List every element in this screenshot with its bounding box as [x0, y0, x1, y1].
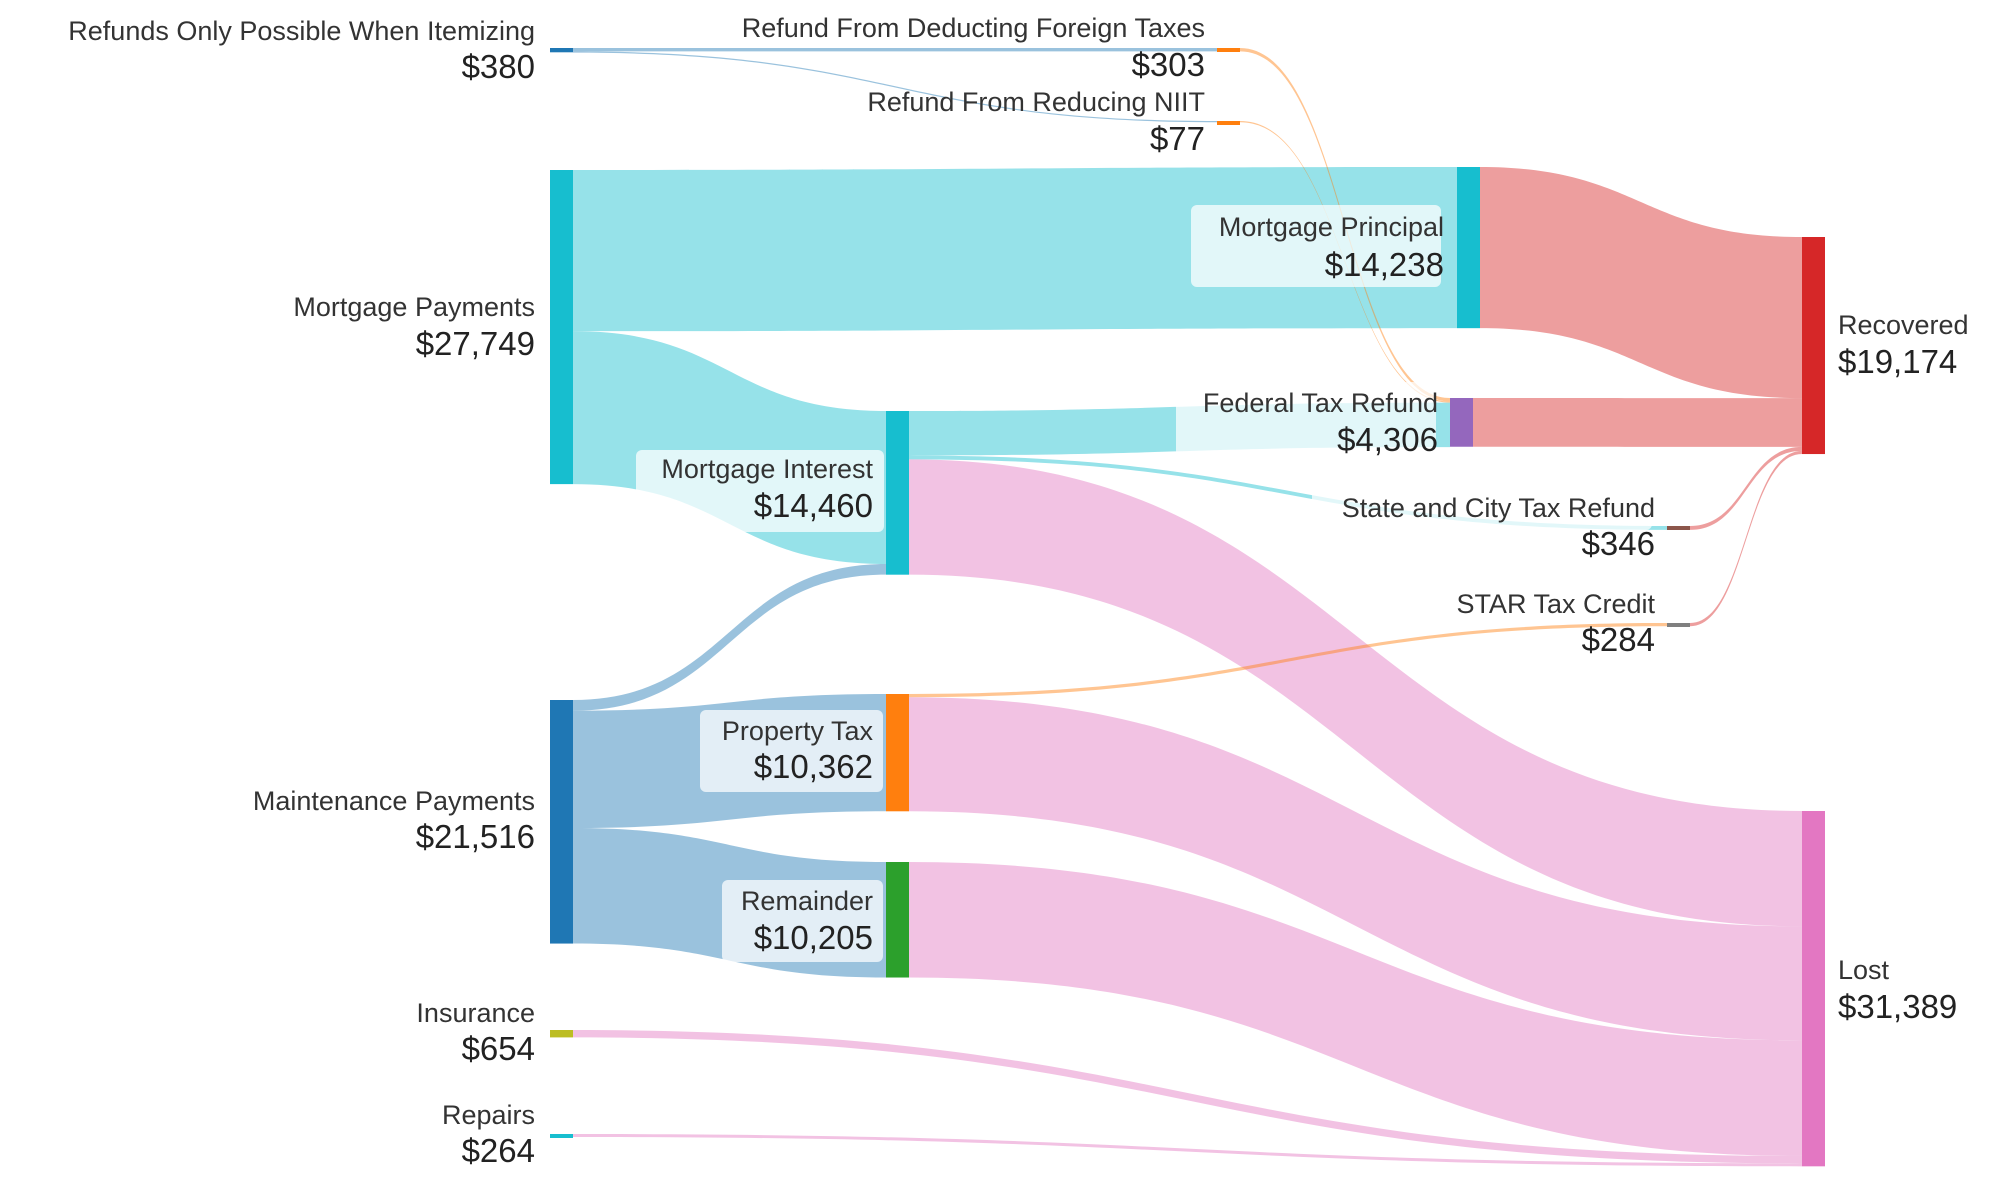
node-value: $303	[1132, 46, 1205, 83]
link-star_credit-to-recovered[interactable]	[1690, 450, 1802, 627]
link-insurance-to-lost[interactable]	[573, 1030, 1802, 1164]
label-background	[722, 880, 883, 962]
link-refunds_itemizing-to-refund_foreign[interactable]	[573, 48, 1217, 52]
node-value: $77	[1150, 120, 1205, 157]
node-name: Recovered	[1838, 310, 1969, 340]
link-repairs-to-lost[interactable]	[573, 1134, 1802, 1167]
labels-layer: Refunds Only Possible When Itemizing$380…	[68, 13, 1968, 1169]
node-value: $14,238	[1325, 246, 1444, 283]
node-mortgage-payments[interactable]	[550, 170, 573, 485]
node-name: Mortgage Principal	[1219, 212, 1444, 242]
node-value: $654	[462, 1030, 535, 1067]
node-refunds-itemizing[interactable]	[550, 48, 573, 53]
label-maintenance-payments: Maintenance Payments$21,516	[253, 786, 535, 855]
node-name: Lost	[1838, 955, 1890, 985]
node-value: $14,460	[754, 487, 873, 524]
label-refund-foreign: Refund From Deducting Foreign Taxes$303	[742, 13, 1205, 83]
node-value: $21,516	[416, 818, 535, 855]
label-background	[700, 710, 883, 792]
label-property-tax: Property Tax$10,362	[700, 710, 883, 792]
node-name: Refund From Deducting Foreign Taxes	[742, 13, 1205, 43]
label-background	[636, 450, 884, 532]
link-refunds_itemizing-to-refund_niit[interactable]	[573, 51, 1217, 123]
node-name: Mortgage Payments	[293, 292, 535, 322]
link-mortgage_interest-to-state_city_refund[interactable]	[909, 455, 1667, 530]
link-mortgage_principal-to-recovered[interactable]	[1480, 167, 1802, 399]
label-mortgage-interest: Mortgage Interest$14,460	[636, 450, 884, 532]
node-value: $264	[462, 1132, 535, 1169]
node-name: Mortgage Interest	[661, 454, 873, 484]
link-property_tax-to-star_credit[interactable]	[909, 623, 1667, 698]
node-value: $4,306	[1337, 421, 1438, 458]
node-mortgage-principal[interactable]	[1457, 167, 1480, 329]
label-background	[1191, 205, 1441, 287]
label-recovered: Recovered$19,174	[1838, 310, 1969, 380]
node-name: STAR Tax Credit	[1456, 589, 1655, 619]
node-name: Refunds Only Possible When Itemizing	[68, 16, 535, 46]
link-federal_refund-to-recovered[interactable]	[1473, 398, 1802, 447]
label-lost: Lost$31,389	[1838, 955, 1957, 1025]
node-name: Remainder	[741, 886, 873, 916]
node-refund-niit[interactable]	[1217, 121, 1240, 125]
label-background	[1176, 382, 1436, 464]
nodes-layer	[550, 48, 1825, 1167]
node-name: Federal Tax Refund	[1203, 388, 1438, 418]
node-name: Refund From Reducing NIIT	[867, 87, 1205, 117]
node-insurance[interactable]	[550, 1030, 573, 1038]
label-star-credit: STAR Tax Credit$284	[1456, 589, 1655, 658]
label-state-city-refund: State and City Tax Refund$346	[1312, 488, 1655, 562]
link-mortgage_interest-to-lost[interactable]	[909, 459, 1802, 927]
node-value: $31,389	[1838, 988, 1957, 1025]
node-federal-refund[interactable]	[1450, 398, 1473, 447]
node-value: $380	[462, 48, 535, 85]
link-state_city_refund-to-recovered[interactable]	[1690, 446, 1802, 530]
node-refund-foreign[interactable]	[1217, 48, 1240, 52]
node-value: $10,205	[754, 919, 873, 956]
label-repairs: Repairs$264	[442, 1100, 535, 1169]
node-name: Property Tax	[722, 716, 874, 746]
label-mortgage-principal: Mortgage Principal $14,238	[1191, 205, 1444, 287]
node-lost[interactable]	[1802, 811, 1825, 1167]
label-refunds-itemizing: Refunds Only Possible When Itemizing$380	[68, 16, 535, 85]
node-star-credit[interactable]	[1667, 623, 1690, 627]
node-value: $284	[1582, 621, 1655, 658]
link-remainder-to-lost[interactable]	[909, 862, 1802, 1156]
label-insurance: Insurance$654	[416, 998, 535, 1067]
label-background	[1312, 488, 1652, 530]
node-name: Maintenance Payments	[253, 786, 535, 816]
node-value: $346	[1582, 525, 1655, 562]
node-repairs[interactable]	[550, 1134, 573, 1138]
label-remainder: Remainder$10,205	[722, 880, 883, 962]
node-name: Repairs	[442, 1100, 535, 1130]
label-refund-niit: Refund From Reducing NIIT$77	[867, 87, 1205, 157]
link-maintenance_payments-to-mortgage_interest[interactable]	[573, 563, 886, 711]
node-name: Insurance	[416, 998, 535, 1028]
label-mortgage-payments: Mortgage Payments$27,749	[293, 292, 535, 362]
node-value: $19,174	[1838, 343, 1957, 380]
node-state-city-refund[interactable]	[1667, 526, 1690, 530]
node-property-tax[interactable]	[886, 694, 909, 812]
label-federal-refund: Federal Tax Refund$4,306	[1176, 382, 1438, 464]
node-recovered[interactable]	[1802, 237, 1825, 455]
node-value: $10,362	[754, 748, 873, 785]
node-maintenance-payments[interactable]	[550, 700, 573, 944]
link-property_tax-to-lost[interactable]	[909, 697, 1802, 1041]
node-name: State and City Tax Refund	[1342, 493, 1655, 523]
node-remainder[interactable]	[886, 862, 909, 978]
node-value: $27,749	[416, 325, 535, 362]
node-mortgage-interest[interactable]	[886, 411, 909, 575]
